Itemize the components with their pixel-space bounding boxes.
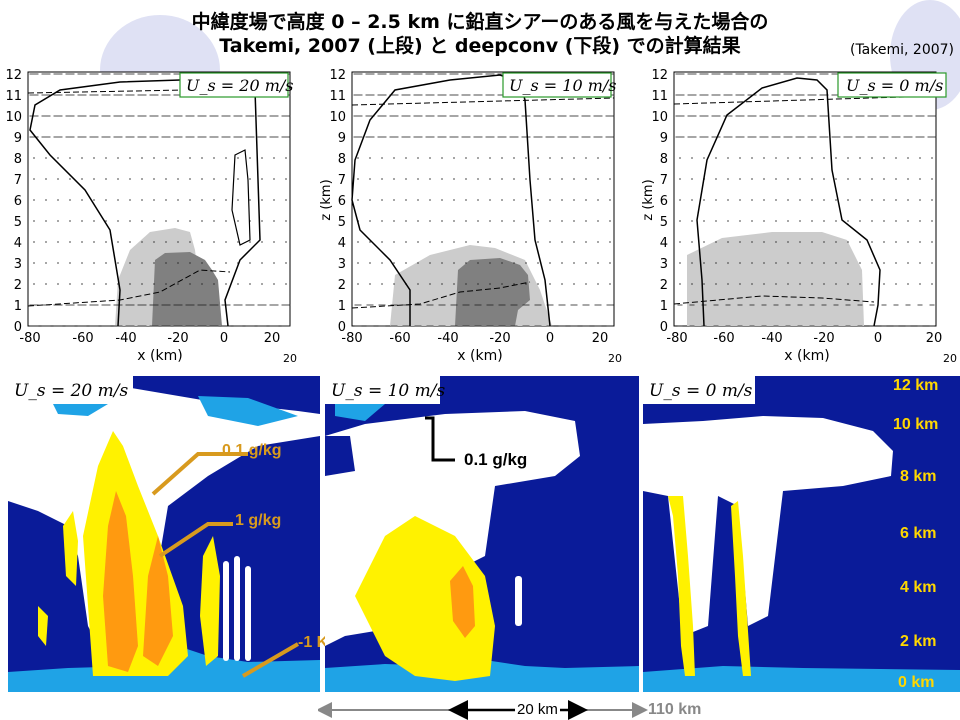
annotation-qc-01: 0.1 g/kg bbox=[222, 442, 282, 459]
y-tick: 1 bbox=[14, 299, 22, 314]
x-tick: 20 bbox=[264, 331, 281, 346]
y-tick: 7 bbox=[14, 173, 22, 188]
ref-vector-label: 20 bbox=[608, 352, 622, 365]
y-tick: 8 bbox=[338, 152, 346, 167]
scale-large-label: 110 km bbox=[648, 701, 702, 718]
y-tick: 7 bbox=[338, 173, 346, 188]
x-tick: 0 bbox=[874, 331, 882, 346]
x-tick: -60 bbox=[389, 331, 410, 346]
y-tick: 3 bbox=[660, 257, 668, 272]
x-tick: -60 bbox=[72, 331, 93, 346]
y-tick: 12 bbox=[651, 68, 668, 83]
height-label: 4 km bbox=[900, 579, 937, 596]
y-tick: 10 bbox=[5, 110, 22, 125]
y-tick: 6 bbox=[14, 194, 22, 209]
height-label: 6 km bbox=[900, 525, 937, 542]
y-tick: 4 bbox=[338, 236, 346, 251]
x-tick: -40 bbox=[437, 331, 458, 346]
y-tick: 4 bbox=[14, 236, 22, 251]
x-tick: 0 bbox=[220, 331, 228, 346]
scale-small-label: 20 km bbox=[515, 701, 560, 718]
page-title: 中緯度場で高度 0 – 2.5 km に鉛直シアーのある風を与えた場合の Tak… bbox=[0, 10, 960, 58]
bottom-panel-2: U_s = 10 m/s bbox=[325, 376, 639, 692]
y-tick: 11 bbox=[329, 89, 346, 104]
y-tick: 0 bbox=[14, 320, 22, 335]
y-tick: 5 bbox=[338, 215, 346, 230]
citation: (Takemi, 2007) bbox=[849, 42, 954, 58]
shear-label: U_s = 0 m/s bbox=[846, 76, 943, 95]
scale-bars bbox=[318, 700, 648, 720]
title-line-1: 中緯度場で高度 0 – 2.5 km に鉛直シアーのある風を与えた場合の bbox=[191, 11, 769, 33]
y-tick: 8 bbox=[14, 152, 22, 167]
y-tick: 3 bbox=[338, 257, 346, 272]
y-tick: 11 bbox=[651, 89, 668, 104]
x-tick: -40 bbox=[761, 331, 782, 346]
annotation-qc-01-b: 0.1 g/kg bbox=[464, 450, 528, 469]
y-tick: 2 bbox=[660, 278, 668, 293]
x-tick: -80 bbox=[666, 331, 687, 346]
y-tick: 3 bbox=[14, 257, 22, 272]
y-tick: 0 bbox=[660, 320, 668, 335]
top-panel-1: 0 1 2 3 4 5 6 7 8 9 10 11 12 U_s = 20 m/… bbox=[0, 60, 310, 370]
height-label: 12 km bbox=[893, 377, 939, 394]
x-tick: 20 bbox=[926, 331, 943, 346]
x-tick: 0 bbox=[546, 331, 554, 346]
shear-label: U_s = 20 m/s bbox=[14, 381, 128, 401]
x-tick: -80 bbox=[19, 331, 40, 346]
y-tick: 10 bbox=[329, 110, 346, 125]
x-axis-label: x (km) bbox=[784, 348, 829, 364]
y-tick: 10 bbox=[651, 110, 668, 125]
y-tick: 11 bbox=[5, 89, 22, 104]
y-axis-label: z (km) bbox=[320, 179, 334, 220]
x-axis-label: x (km) bbox=[137, 348, 182, 364]
title-line-2: Takemi, 2007 (上段) と deepconv (下段) での計算結果 bbox=[219, 35, 741, 57]
y-tick: 0 bbox=[338, 320, 346, 335]
bottom-panel-1: U_s = 20 m/s bbox=[8, 376, 320, 692]
shear-label: U_s = 0 m/s bbox=[649, 381, 753, 401]
annotation-qc-1: 1 g/kg bbox=[235, 512, 282, 529]
height-label: 10 km bbox=[893, 416, 939, 433]
y-tick: 6 bbox=[660, 194, 668, 209]
x-tick: -80 bbox=[341, 331, 362, 346]
x-tick: -60 bbox=[713, 331, 734, 346]
y-tick: 1 bbox=[338, 299, 346, 314]
y-tick: 9 bbox=[14, 131, 22, 146]
y-tick: 5 bbox=[660, 215, 668, 230]
shear-label: U_s = 10 m/s bbox=[509, 76, 617, 95]
x-tick: -20 bbox=[813, 331, 834, 346]
ref-vector-label: 20 bbox=[943, 352, 957, 365]
y-tick: 9 bbox=[338, 131, 346, 146]
y-tick: 9 bbox=[660, 131, 668, 146]
y-tick: 7 bbox=[660, 173, 668, 188]
y-tick: 8 bbox=[660, 152, 668, 167]
y-tick: 2 bbox=[338, 278, 346, 293]
shear-label: U_s = 10 m/s bbox=[331, 381, 445, 401]
x-tick: -20 bbox=[167, 331, 188, 346]
ref-vector-label: 20 bbox=[283, 352, 297, 365]
height-label: 2 km bbox=[900, 633, 937, 650]
y-tick: 12 bbox=[329, 68, 346, 83]
y-tick: 4 bbox=[660, 236, 668, 251]
x-tick: 20 bbox=[592, 331, 609, 346]
shear-label: U_s = 20 m/s bbox=[186, 76, 294, 95]
height-label: 0 km bbox=[898, 674, 935, 691]
y-tick: 6 bbox=[338, 194, 346, 209]
y-tick: 1 bbox=[660, 299, 668, 314]
annotation-temp: -1 K bbox=[298, 634, 329, 651]
x-tick: -40 bbox=[115, 331, 136, 346]
y-axis-label: z (km) bbox=[642, 179, 656, 220]
y-tick: 5 bbox=[14, 215, 22, 230]
top-panel-2: 0 1 2 3 4 5 6 7 8 9 10 11 12 z (km) U_s … bbox=[320, 60, 630, 370]
top-panel-3: 0 1 2 3 4 5 6 7 8 9 10 11 12 z (km) U_s … bbox=[642, 60, 960, 370]
x-tick: -20 bbox=[489, 331, 510, 346]
x-axis-label: x (km) bbox=[457, 348, 502, 364]
y-tick: 12 bbox=[5, 68, 22, 83]
height-label: 8 km bbox=[900, 468, 937, 485]
bottom-panel-3: U_s = 0 m/s bbox=[643, 376, 960, 692]
y-tick: 2 bbox=[14, 278, 22, 293]
